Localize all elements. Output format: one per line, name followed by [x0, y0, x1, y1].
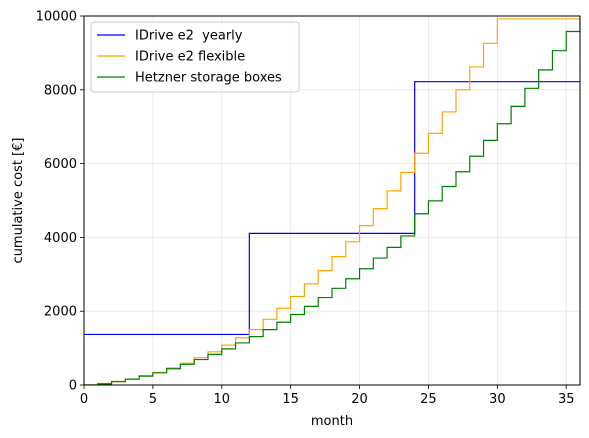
- legend: IDrive e2 yearly IDrive e2 flexible Hetzne…: [90, 21, 300, 93]
- x-tick-label: 20: [351, 392, 368, 407]
- series-line-0: [84, 81, 580, 336]
- legend-label-2: Hetzner storage boxes: [135, 71, 282, 86]
- y-tick-label: 0: [69, 379, 77, 394]
- x-tick-label: 30: [489, 392, 506, 407]
- y-tick-label: 6000: [44, 157, 77, 172]
- legend-label-0: IDrive e2 yearly: [135, 29, 243, 44]
- y-tick-label: 10000: [36, 10, 77, 25]
- legend-label-1: IDrive e2 flexible: [135, 50, 245, 65]
- x-tick-label: 35: [558, 392, 575, 407]
- x-tick-label: 0: [80, 392, 88, 407]
- y-tick-label: 8000: [44, 83, 77, 98]
- y-tick-label: 2000: [44, 305, 77, 320]
- x-tick-label: 25: [420, 392, 437, 407]
- legend-box: [90, 21, 300, 93]
- x-tick-label: 15: [282, 392, 299, 407]
- y-tick-label: 4000: [44, 231, 77, 246]
- plot-frame: [83, 15, 581, 386]
- x-tick-label: 5: [149, 392, 157, 407]
- y-axis-label: cumulative cost [€]: [11, 138, 26, 264]
- series-line-2: [84, 16, 580, 385]
- ticks: 0 5 10 15 20 25 30 35 0 2000 4000 6000 8000 10000: [36, 10, 575, 408]
- series-group: [84, 16, 580, 385]
- x-tick-label: 10: [214, 392, 231, 407]
- x-axis-label: month: [311, 414, 353, 429]
